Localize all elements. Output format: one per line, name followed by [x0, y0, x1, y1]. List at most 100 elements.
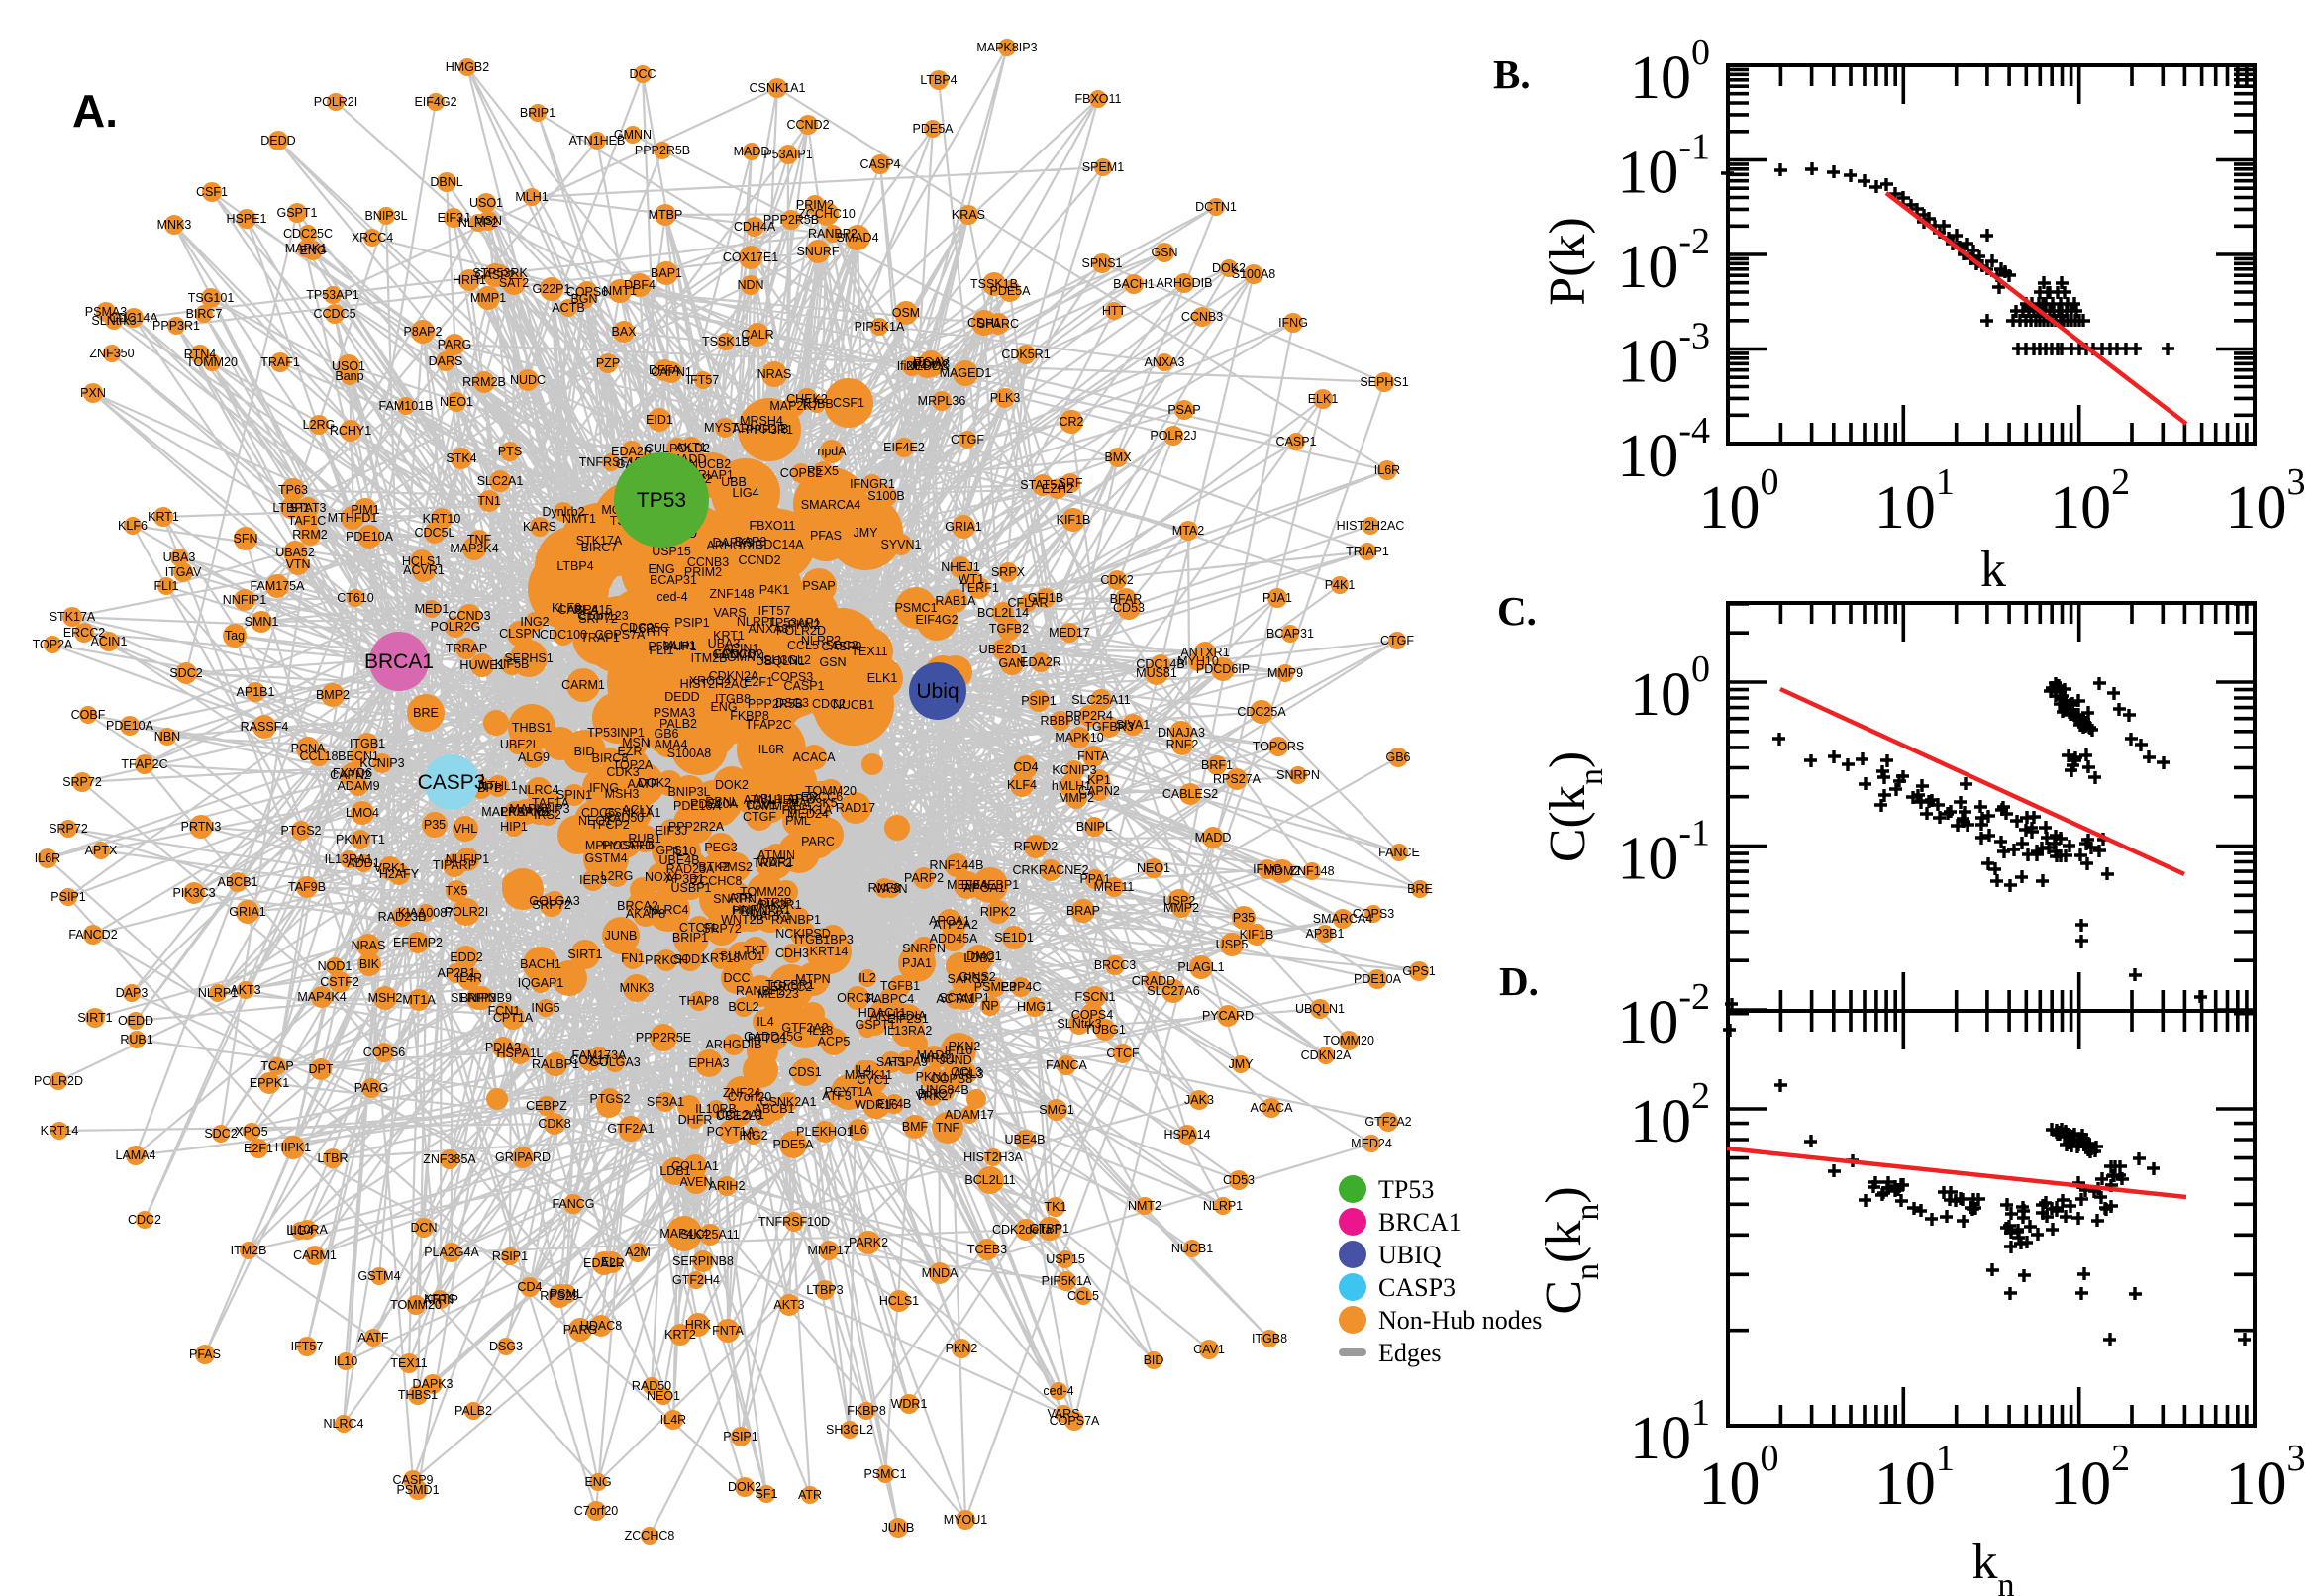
svg-text:HIST2H2AC: HIST2H2AC	[1337, 519, 1405, 533]
svg-text:HMGB2: HMGB2	[446, 60, 490, 74]
svg-text:MNK3: MNK3	[620, 981, 655, 995]
svg-text:IFNGR1: IFNGR1	[850, 477, 895, 491]
svg-text:CEBPZ: CEBPZ	[526, 1099, 567, 1113]
svg-text:NP: NP	[981, 999, 998, 1013]
svg-text:MRPL36: MRPL36	[918, 394, 966, 408]
svg-text:CT610: CT610	[337, 591, 374, 605]
svg-text:COBF: COBF	[71, 708, 106, 722]
svg-text:ZNF24: ZNF24	[723, 1086, 760, 1100]
svg-text:ACTB: ACTB	[552, 301, 584, 315]
svg-text:GB6: GB6	[654, 727, 678, 741]
svg-text:TOMM20: TOMM20	[390, 1298, 442, 1312]
svg-text:SIRT1: SIRT1	[77, 1011, 112, 1025]
svg-text:ING2: ING2	[739, 1129, 767, 1143]
svg-text:SMARCA4: SMARCA4	[1313, 912, 1372, 926]
svg-text:PZP: PZP	[596, 356, 620, 370]
svg-text:VHL: VHL	[454, 822, 477, 836]
svg-text:GTF2A2: GTF2A2	[1364, 1115, 1411, 1129]
svg-text:SYVN1: SYVN1	[881, 538, 922, 551]
svg-text:POLR2G: POLR2G	[431, 620, 481, 634]
svg-text:TP53: TP53	[1378, 1175, 1434, 1204]
svg-text:NUFIP1: NUFIP1	[446, 852, 490, 866]
svg-text:UBE2D1: UBE2D1	[979, 643, 1028, 656]
svg-text:CRADD: CRADD	[1132, 974, 1175, 988]
svg-text:SPARC: SPARC	[977, 317, 1019, 331]
svg-text:RSIP1: RSIP1	[492, 1249, 528, 1263]
svg-text:ABCB1: ABCB1	[218, 875, 258, 889]
svg-text:CAV1: CAV1	[1193, 1343, 1225, 1356]
svg-text:NCKIPSD: NCKIPSD	[775, 927, 831, 941]
svg-text:CSNK1A1: CSNK1A1	[750, 81, 806, 95]
svg-text:P35: P35	[1233, 911, 1255, 925]
svg-text:IL4: IL4	[757, 1015, 773, 1029]
svg-text:NEO1: NEO1	[440, 395, 473, 409]
svg-text:XPO5: XPO5	[235, 1125, 267, 1139]
svg-text:COPS3: COPS3	[771, 670, 813, 684]
svg-text:PDE10A: PDE10A	[1354, 972, 1402, 986]
svg-text:DPT: DPT	[309, 1062, 334, 1076]
svg-text:DSG3: DSG3	[489, 1340, 523, 1353]
svg-text:SAT2: SAT2	[499, 276, 529, 290]
svg-text:SEPHS1: SEPHS1	[1360, 375, 1408, 389]
svg-text:KRAS: KRAS	[952, 208, 985, 222]
svg-text:WDR1: WDR1	[891, 1397, 928, 1411]
svg-text:ANXA3: ANXA3	[1145, 355, 1185, 369]
svg-text:CPT1A: CPT1A	[493, 1011, 534, 1025]
svg-text:IL2: IL2	[858, 971, 875, 985]
svg-text:CHEK2: CHEK2	[786, 392, 828, 406]
svg-text:AVEN: AVEN	[679, 1175, 712, 1189]
svg-text:SFN: SFN	[234, 532, 258, 546]
svg-text:PARK2: PARK2	[849, 1236, 888, 1249]
svg-text:PLK3: PLK3	[990, 391, 1021, 405]
svg-text:BRAP: BRAP	[1066, 904, 1100, 918]
svg-text:PEX5: PEX5	[807, 464, 839, 478]
svg-text:IL13RA1: IL13RA1	[325, 852, 373, 866]
svg-text:HIST2H3A: HIST2H3A	[963, 1150, 1023, 1164]
svg-text:DEDD: DEDD	[664, 690, 699, 704]
svg-text:TNF: TNF	[467, 533, 492, 547]
svg-text:CTCFL: CTCFL	[679, 921, 719, 935]
svg-text:ITM2B: ITM2B	[231, 1244, 267, 1257]
svg-text:SRP72: SRP72	[62, 775, 102, 789]
svg-text:RBBP8: RBBP8	[1041, 714, 1081, 728]
svg-text:IFNG: IFNG	[1278, 316, 1308, 330]
svg-text:CD53: CD53	[1223, 1173, 1255, 1187]
svg-text:IL6R: IL6R	[1374, 463, 1400, 477]
svg-text:NRAS: NRAS	[758, 367, 792, 381]
svg-text:PJA1: PJA1	[902, 956, 932, 970]
svg-text:IL6: IL6	[850, 1123, 866, 1137]
svg-text:SLC25A11: SLC25A11	[680, 1228, 740, 1242]
svg-text:GOLGA3: GOLGA3	[589, 1055, 640, 1069]
svg-text:TRIAP1: TRIAP1	[1346, 545, 1389, 558]
svg-text:NUDC: NUDC	[510, 373, 546, 387]
svg-text:SF3A1: SF3A1	[647, 1095, 684, 1109]
svg-text:MTA2: MTA2	[1172, 524, 1204, 538]
svg-text:APOA1: APOA1	[929, 914, 970, 928]
svg-text:EIF3J: EIF3J	[438, 211, 470, 225]
svg-text:CDK5R1: CDK5R1	[1001, 348, 1050, 361]
svg-text:PSMA3: PSMA3	[85, 305, 127, 319]
svg-text:HCLS1: HCLS1	[879, 1294, 919, 1308]
svg-text:SMG1: SMG1	[1039, 1103, 1073, 1117]
svg-text:RRM2B: RRM2B	[462, 375, 506, 389]
svg-text:DOK2: DOK2	[1212, 261, 1246, 275]
svg-text:EIF4G2: EIF4G2	[915, 613, 958, 627]
svg-text:COPS6: COPS6	[566, 285, 608, 299]
svg-text:FANCE: FANCE	[1378, 846, 1420, 859]
svg-text:AP3B1: AP3B1	[1306, 927, 1345, 941]
svg-text:EIF4E2: EIF4E2	[883, 441, 925, 454]
svg-text:PALB2: PALB2	[454, 1404, 492, 1418]
svg-text:PDE10A: PDE10A	[106, 719, 154, 733]
svg-text:ARHGDIB: ARHGDIB	[1157, 276, 1213, 290]
svg-text:CCND2: CCND2	[786, 118, 829, 132]
svg-text:ARHGDIB: ARHGDIB	[706, 1038, 762, 1051]
svg-text:CCNB3: CCNB3	[1181, 310, 1223, 324]
svg-text:UBE4B: UBE4B	[1005, 1133, 1046, 1147]
svg-text:AKT3: AKT3	[773, 1298, 804, 1312]
svg-text:E2F1: E2F1	[244, 1142, 273, 1155]
svg-text:SDC2: SDC2	[169, 666, 202, 680]
svg-text:GTF2A1: GTF2A1	[607, 1122, 654, 1136]
svg-text:THBS1: THBS1	[398, 1388, 438, 1402]
svg-text:TGFB1: TGFB1	[880, 979, 920, 993]
svg-text:CASP3: CASP3	[1378, 1273, 1456, 1302]
